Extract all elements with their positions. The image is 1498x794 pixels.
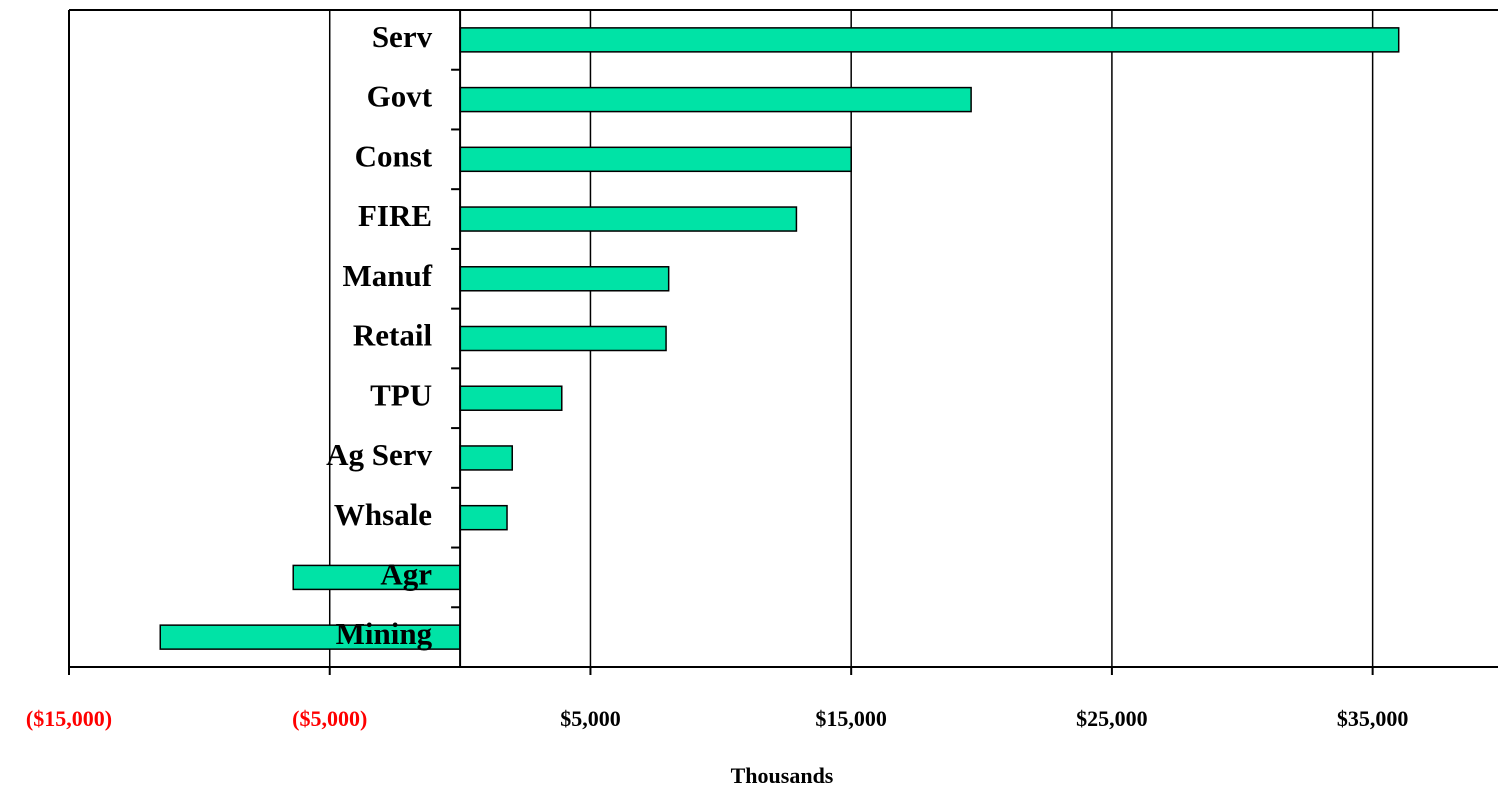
x-tick-label: $25,000 (1076, 706, 1148, 731)
y-tick-label: Retail (353, 318, 433, 353)
y-tick-label: Whsale (334, 497, 432, 532)
y-tick-label: Mining (336, 616, 433, 651)
bar (292, 564, 461, 591)
y-tick-label: Serv (372, 19, 433, 54)
bar (459, 445, 513, 471)
bar (459, 504, 508, 531)
x-tick-label: $15,000 (815, 706, 887, 731)
x-tick-label: $35,000 (1337, 706, 1409, 731)
y-tick-label: TPU (370, 377, 432, 412)
bar (459, 146, 852, 173)
y-tick-label: Agr (380, 557, 432, 592)
bar (459, 385, 563, 411)
bar (459, 266, 670, 292)
y-tick-label: Ag Serv (326, 437, 432, 472)
y-tick-label: Const (355, 138, 433, 173)
x-tick-label: ($15,000) (26, 706, 112, 731)
x-tick-label: $5,000 (560, 706, 621, 731)
y-tick-label: FIRE (358, 198, 432, 233)
x-axis-title: Thousands (731, 763, 834, 788)
bar (459, 206, 798, 232)
y-tick-label: Govt (367, 79, 433, 114)
bar (459, 27, 1400, 53)
y-tick-label: Manuf (343, 258, 433, 293)
bar (459, 325, 667, 352)
x-tick-label: ($5,000) (292, 706, 367, 731)
bar (159, 624, 461, 650)
bar (459, 86, 972, 113)
